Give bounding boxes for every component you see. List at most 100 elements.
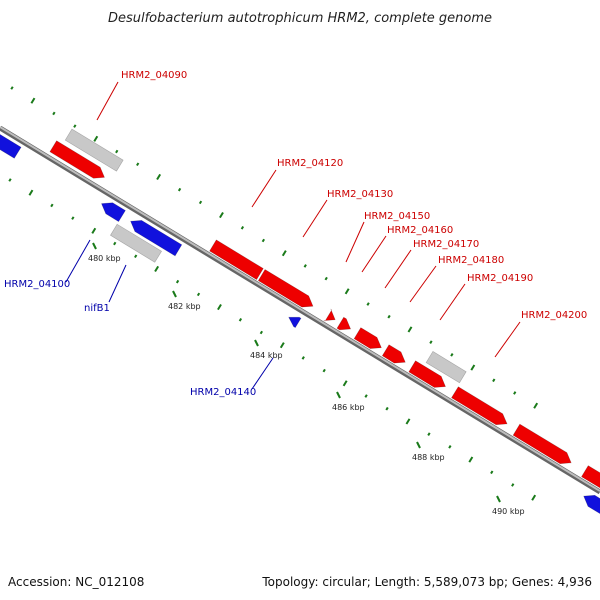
feature-forward (408, 360, 446, 388)
gene-label[interactable]: HRM2_04090 (121, 70, 187, 81)
feature-forward (323, 308, 336, 322)
label-leader-line (439, 283, 466, 321)
gc-tick-inner (342, 380, 348, 387)
gc-tick-inner (71, 216, 75, 220)
gc-tick-inner (385, 406, 389, 411)
gc-tick-outer (93, 135, 99, 142)
gc-content-track (8, 86, 539, 501)
gc-tick-outer (324, 276, 328, 281)
label-leader-line (302, 199, 328, 238)
feature-forward (353, 327, 382, 349)
gene-label[interactable]: HRM2_04170 (413, 239, 479, 250)
gc-tick-outer (10, 86, 14, 90)
scale-tick-mark (416, 441, 421, 449)
gc-tick-inner (427, 432, 431, 436)
gc-tick-inner (364, 394, 368, 398)
gc-tick-outer (533, 402, 539, 409)
scale-tick-label: 488 kbp (412, 453, 445, 462)
gc-tick-inner (50, 203, 54, 208)
scale-tick-mark (172, 290, 177, 298)
gc-tick-inner (217, 303, 222, 311)
topology-text: Topology: circular; Length: 5,589,073 bp… (261, 575, 592, 589)
gc-tick-outer (387, 314, 391, 319)
gc-tick-inner (490, 470, 494, 475)
gene-label[interactable]: HRM2_04150 (364, 211, 430, 222)
gc-tick-outer (198, 200, 203, 205)
map-title: Desulfobacterium autotrophicum HRM2, com… (108, 11, 492, 26)
label-leader-line (108, 264, 127, 303)
scale-ticks: 480 kbp 482 kbp 484 kbp 486 kbp 488 kbp 490 k… (88, 242, 525, 516)
gene-label[interactable]: HRM2_04140 (190, 387, 256, 398)
gene-label[interactable]: HRM2_04130 (327, 189, 393, 200)
scale-tick-mark (496, 495, 501, 503)
gene-label[interactable]: HRM2_04190 (467, 273, 533, 284)
gc-tick-inner (28, 189, 34, 196)
label-leader-line (345, 221, 365, 263)
feature-forward (49, 140, 105, 179)
gc-tick-inner (279, 342, 285, 349)
gene-labels: HRM2_04090 HRM2_04120 HRM2_04130 HRM2_04150… (4, 70, 587, 398)
feature-forward (512, 423, 572, 465)
gc-tick-inner (468, 456, 474, 463)
gc-tick-inner (405, 418, 411, 425)
gc-tick-outer (513, 391, 517, 395)
gc-tick-outer (219, 211, 224, 219)
gc-tick-outer (303, 264, 307, 268)
gc-tick-outer (73, 124, 77, 128)
scale-tick-mark (254, 339, 259, 347)
feature-forward (336, 316, 352, 331)
feature-reverse (0, 134, 22, 159)
gc-tick-inner (8, 178, 12, 182)
gc-tick-inner (175, 279, 180, 284)
label-leader-line (361, 235, 387, 273)
feature-forward (381, 344, 406, 364)
gc-tick-outer (156, 173, 162, 181)
feature-forward (451, 386, 508, 426)
label-leader-line (409, 265, 437, 303)
feature-forward (257, 269, 314, 308)
gc-tick-outer (344, 288, 350, 295)
gc-tick-inner (113, 241, 117, 246)
accession-text: Accession: NC_012108 (8, 575, 144, 589)
scale-tick-label: 484 kbp (250, 351, 283, 360)
gc-tick-outer (261, 238, 265, 243)
gc-tick-outer (177, 187, 182, 192)
feature-other (425, 350, 467, 384)
label-leader-line (251, 357, 274, 390)
gc-tick-outer (52, 111, 56, 116)
gene-label[interactable]: HRM2_04120 (277, 158, 343, 169)
gc-tick-outer (115, 149, 119, 154)
gc-tick-outer (136, 162, 140, 167)
scale-tick-mark (92, 242, 97, 250)
scale-tick-label: 480 kbp (88, 254, 121, 263)
gc-tick-outer (366, 302, 370, 306)
scale-tick-label: 482 kbp (168, 302, 201, 311)
gene-features (0, 128, 600, 515)
gc-tick-inner (154, 265, 160, 273)
genome-backbone (0, 125, 600, 495)
feature-reverse (288, 316, 302, 329)
gc-tick-inner (301, 356, 305, 360)
feature-reverse (101, 202, 126, 223)
gc-tick-outer (281, 250, 287, 257)
feature-forward (209, 239, 264, 281)
gc-tick-outer (429, 340, 433, 344)
scale-tick-mark (336, 391, 341, 399)
feature-reverse (583, 494, 600, 515)
gc-tick-outer (450, 353, 454, 357)
gc-tick-inner (511, 483, 515, 487)
gene-label[interactable]: HRM2_04180 (438, 255, 504, 266)
gc-tick-inner (531, 494, 537, 501)
gc-tick-inner (322, 368, 326, 373)
gene-label[interactable]: nifB1 (84, 303, 110, 314)
label-leader-line (494, 321, 521, 358)
gc-tick-inner (91, 227, 97, 234)
feature-forward (581, 465, 600, 489)
gene-label[interactable]: HRM2_04200 (521, 310, 587, 321)
gene-label[interactable]: HRM2_04100 (4, 279, 70, 290)
gc-tick-outer (240, 225, 245, 230)
scale-tick-label: 490 kbp (492, 507, 525, 516)
gene-label[interactable]: HRM2_04160 (387, 225, 453, 236)
feature-reverse (130, 220, 183, 257)
